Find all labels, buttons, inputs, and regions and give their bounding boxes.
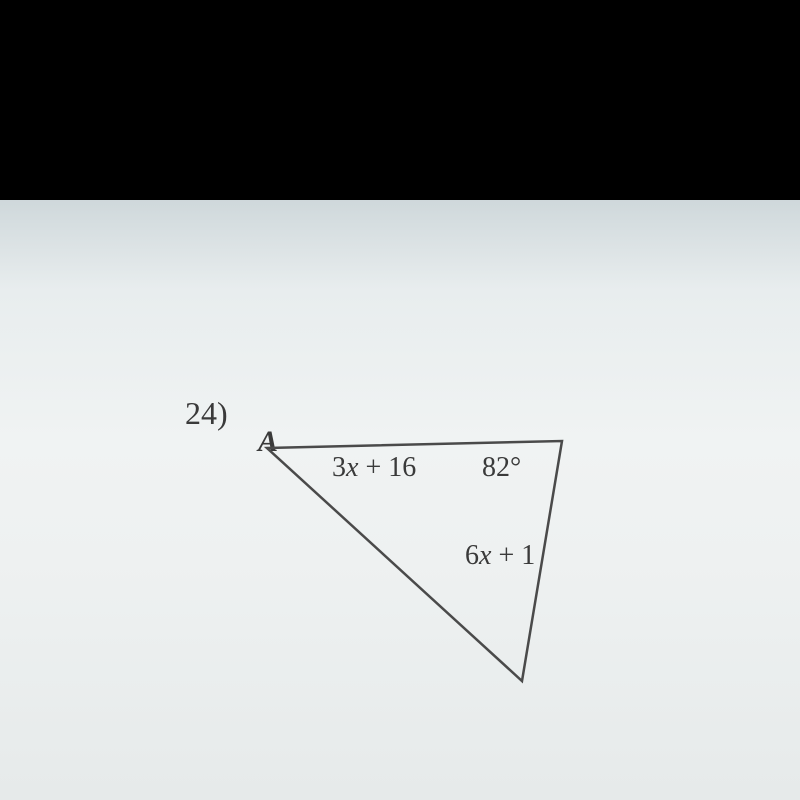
- angle-expression-2: 6x + 1: [465, 540, 535, 572]
- angle-expression-1: 3x + 16: [332, 452, 416, 484]
- angle-degrees: 82°: [482, 452, 521, 484]
- problem-number: 24): [185, 395, 228, 432]
- expr2-text: 6x + 1: [465, 540, 535, 571]
- top-black-bar: [0, 0, 800, 200]
- expr1-text: 3x + 16: [332, 452, 416, 483]
